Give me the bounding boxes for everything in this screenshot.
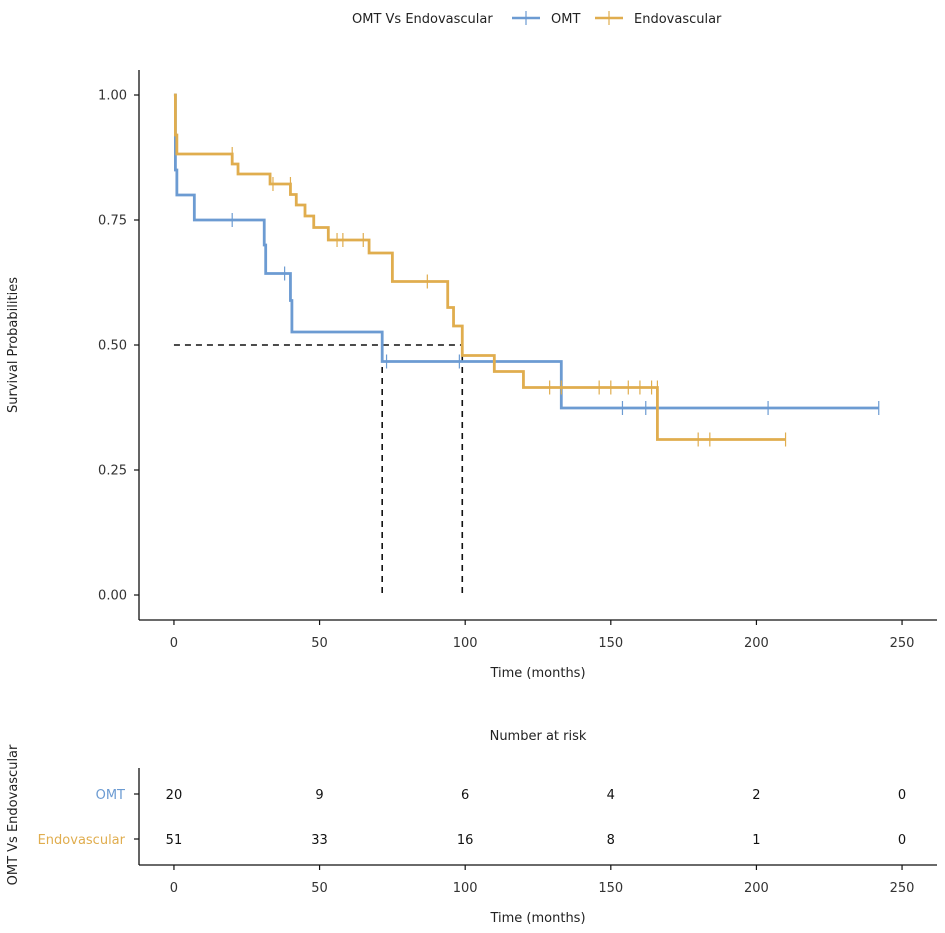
y-tick-label: 0.00 bbox=[98, 589, 127, 604]
risk-table-title: Number at risk bbox=[490, 729, 587, 744]
risk-count: 0 bbox=[898, 788, 906, 803]
risk-count: 51 bbox=[166, 833, 183, 848]
x-axis-title: Time (months) bbox=[489, 666, 585, 681]
legend-item-omt: OMT bbox=[512, 11, 580, 27]
x-tick-label: 100 bbox=[453, 636, 478, 651]
risk-count: 1 bbox=[752, 833, 760, 848]
risk-count: 6 bbox=[461, 788, 469, 803]
y-tick-label: 0.75 bbox=[98, 214, 127, 229]
risk-count: 4 bbox=[607, 788, 615, 803]
x-tick-label: 0 bbox=[170, 636, 178, 651]
risk-row-label: OMT bbox=[96, 788, 125, 803]
legend-label-omt: OMT bbox=[551, 12, 580, 27]
series-layer bbox=[173, 93, 880, 447]
y-tick-label: 1.00 bbox=[98, 89, 127, 104]
risk-count: 9 bbox=[315, 788, 323, 803]
risk-count: 2 bbox=[752, 788, 760, 803]
x-ticks: 0 50 100 150 200 250 bbox=[170, 620, 915, 651]
risk-count: 16 bbox=[457, 833, 474, 848]
legend-item-endovascular: Endovascular bbox=[595, 11, 722, 27]
survival-plot: 0.00 0.25 0.50 0.75 1.00 0 50 100 150 200 250 Tim… bbox=[6, 70, 937, 681]
risk-count: 8 bbox=[607, 833, 615, 848]
risk-count: 33 bbox=[311, 833, 328, 848]
risk-count: 0 bbox=[898, 833, 906, 848]
risk-row-label: Endovascular bbox=[38, 833, 126, 848]
risk-table-x-axis-title: Time (months) bbox=[489, 911, 585, 926]
risk-count: 20 bbox=[166, 788, 183, 803]
y-ticks: 0.00 0.25 0.50 0.75 1.00 bbox=[98, 89, 139, 604]
series-line-endovascular bbox=[173, 93, 786, 441]
legend-title: OMT Vs Endovascular bbox=[352, 12, 493, 27]
risk-x-tick-label: 150 bbox=[598, 881, 623, 896]
risk-x-tick-label: 50 bbox=[311, 881, 328, 896]
y-axis-title: Survival Probabilities bbox=[6, 277, 21, 413]
risk-x-tick-label: 100 bbox=[453, 881, 478, 896]
risk-x-tick-label: 0 bbox=[170, 881, 178, 896]
x-tick-label: 150 bbox=[598, 636, 623, 651]
series-line-omt bbox=[173, 93, 879, 410]
risk-x-tick-label: 250 bbox=[890, 881, 915, 896]
median-lines bbox=[173, 344, 464, 595]
legend-label-endovascular: Endovascular bbox=[634, 12, 722, 27]
x-tick-label: 250 bbox=[890, 636, 915, 651]
x-tick-label: 50 bbox=[311, 636, 328, 651]
risk-x-ticks: 0 50 100 150 200 250 bbox=[170, 865, 915, 896]
legend: OMT Vs Endovascular OMT Endovascular bbox=[352, 11, 722, 27]
risk-table-y-axis-title: OMT Vs Endovascular bbox=[6, 744, 21, 885]
risk-x-tick-label: 200 bbox=[744, 881, 769, 896]
y-tick-label: 0.25 bbox=[98, 464, 127, 479]
y-tick-label: 0.50 bbox=[98, 339, 127, 354]
x-tick-label: 200 bbox=[744, 636, 769, 651]
